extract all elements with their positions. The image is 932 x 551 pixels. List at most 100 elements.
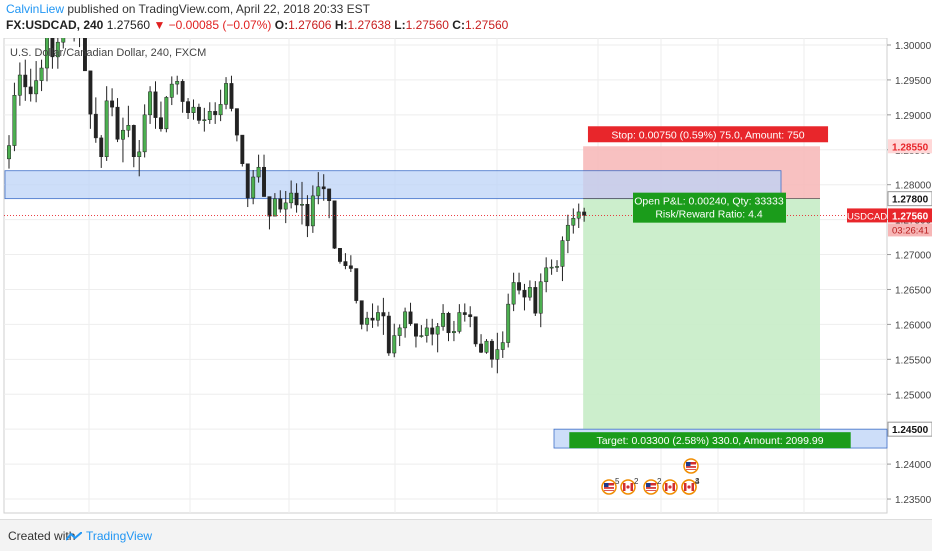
candle-body — [321, 186, 326, 190]
price-chart[interactable]: Stop: 0.00750 (0.59%) 75.0, Amount: 750 O… — [0, 38, 932, 519]
candle-body — [370, 317, 375, 321]
high-value: 1.27638 — [347, 18, 391, 32]
flag-canton — [646, 483, 651, 487]
tradingview-brand-text: TradingView — [86, 529, 153, 543]
candle-body — [126, 125, 131, 131]
publish-text: published on TradingView.com, April 22, … — [64, 2, 371, 16]
candle-body — [294, 192, 299, 206]
candle-body — [484, 340, 489, 353]
flag-stripe — [604, 488, 614, 491]
low-label: L: — [394, 18, 406, 32]
candle-body — [489, 340, 494, 360]
candle-body — [120, 129, 125, 140]
y-tick-label: 1.28000 — [895, 181, 932, 192]
candle-body — [88, 70, 93, 115]
candle-body — [392, 335, 397, 354]
axis-price-tag: 1.27560 — [892, 211, 929, 222]
flag-leaf — [687, 485, 691, 489]
candle-body — [137, 151, 142, 157]
candle-body — [348, 265, 353, 269]
y-tick-label: 1.26500 — [895, 285, 932, 296]
candle-body — [419, 335, 424, 337]
candle-body — [158, 117, 163, 130]
candle-body — [131, 125, 136, 157]
candle-body — [23, 74, 28, 88]
open-label: O: — [274, 18, 289, 32]
symbol-tag-bg — [847, 208, 887, 223]
candle-body — [245, 163, 250, 199]
candle-body — [446, 312, 451, 334]
open-value: 1.27606 — [288, 18, 332, 32]
tradingview-brand[interactable]: TradingView — [65, 529, 153, 543]
candle-body — [424, 327, 429, 336]
y-tick-label: 1.23500 — [895, 495, 932, 506]
candle-body — [338, 248, 342, 262]
target-label-bg — [569, 432, 851, 449]
author-link[interactable]: CalvinLiew — [6, 2, 65, 16]
candle-body — [93, 113, 98, 139]
flag-bar — [630, 483, 633, 491]
candle-body — [218, 104, 223, 116]
candle-body — [34, 80, 39, 95]
candle-body — [104, 100, 109, 157]
candle-body — [571, 217, 576, 226]
candle-body — [110, 100, 115, 108]
candle-body — [430, 327, 435, 335]
candle-body — [213, 111, 218, 116]
candle-body — [17, 74, 22, 96]
flag-bar — [691, 483, 694, 491]
candle-body — [544, 267, 549, 283]
candle-body — [115, 106, 120, 140]
position-overlay: Stop: 0.00750 (0.59%) 75.0, Amount: 750 O… — [4, 126, 887, 449]
candle-body — [473, 316, 478, 345]
candle-body — [12, 95, 17, 146]
flag-canton — [604, 483, 609, 487]
ca-flag-icon: 3 — [681, 477, 700, 495]
flag-bar — [665, 483, 668, 491]
candle-body — [142, 114, 147, 153]
candle-body — [511, 282, 516, 305]
candle-body — [207, 111, 212, 120]
candle-body — [153, 91, 158, 118]
us-flag-icon: 2 — [643, 477, 662, 495]
event-count: 4 — [695, 477, 700, 486]
y-tick-label: 1.25000 — [895, 390, 932, 401]
flag-leaf — [626, 485, 630, 489]
event-count: 2 — [657, 477, 662, 486]
stop-label: Stop: 0.00750 (0.59%) 75.0, Amount: 750 — [611, 129, 804, 141]
y-tick-label: 1.26000 — [895, 320, 932, 331]
pnl-label-bg — [633, 192, 786, 223]
symbol-tag: USDCAD — [847, 211, 887, 222]
flag-stripe — [646, 488, 656, 491]
axis-price-tag: 1.28550 — [892, 142, 929, 153]
candle-body — [278, 198, 283, 210]
candle-body — [468, 314, 473, 317]
low-value: 1.27560 — [405, 18, 449, 32]
symbol-ohlc-line: FX:USDCAD, 240 1.27560 ▼ −0.00085 (−0.07… — [6, 18, 508, 32]
take-profit-zone — [583, 198, 820, 430]
candle-body — [365, 317, 370, 325]
candle-body — [560, 240, 565, 267]
candle-body — [224, 83, 228, 105]
symbol-timeframe: FX:USDCAD, 240 — [6, 18, 104, 32]
y-tick-label: 1.27000 — [895, 251, 932, 262]
stop-label-bg — [587, 126, 829, 143]
candle-body — [262, 166, 266, 197]
publish-info: CalvinLiew published on TradingView.com,… — [6, 2, 370, 16]
candle-body — [327, 188, 332, 202]
axis-price-tag: 1.27800 — [892, 195, 929, 206]
flag-stripe — [604, 485, 614, 488]
candle-body — [397, 327, 402, 336]
candle-body — [457, 312, 462, 332]
candle-body — [381, 312, 386, 317]
candle-body — [565, 224, 570, 241]
candle-body — [251, 176, 256, 199]
rr-label: Risk/Reward Ratio: 4.4 — [655, 209, 763, 221]
candle-body — [191, 106, 196, 113]
candle-body — [538, 281, 543, 314]
candle-body — [527, 287, 532, 298]
candle-body — [175, 81, 180, 85]
flag-bar — [684, 483, 687, 491]
created-with-label: Created with — [8, 529, 76, 543]
close-label: C: — [452, 18, 465, 32]
